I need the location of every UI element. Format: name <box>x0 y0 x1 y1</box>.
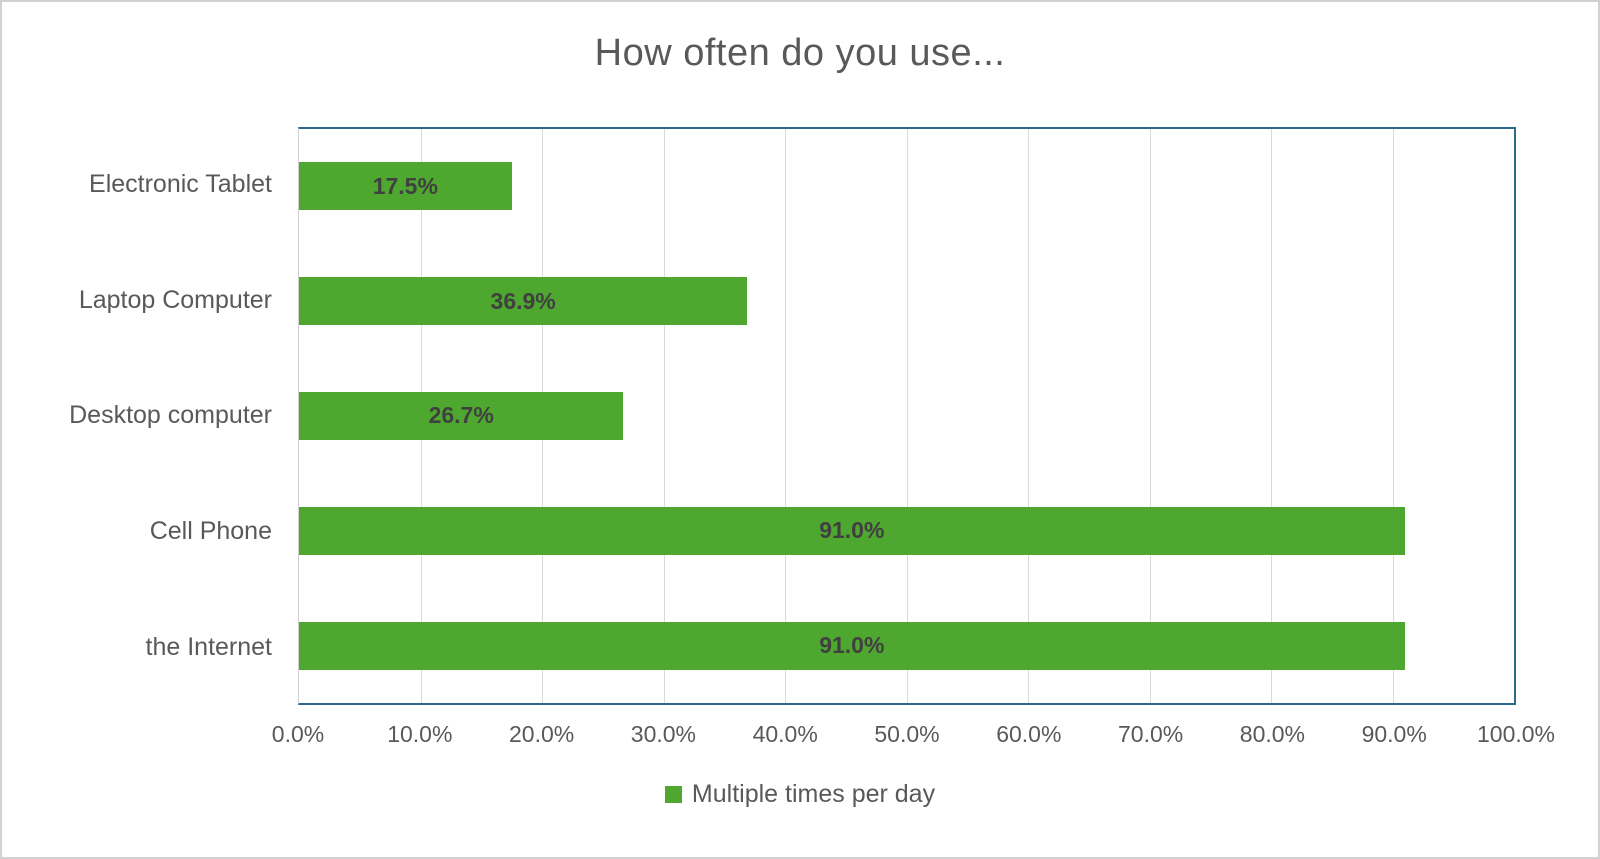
x-tick-label: 50.0% <box>874 721 940 747</box>
x-tick-label: 40.0% <box>752 721 818 747</box>
legend-label: Multiple times per day <box>691 780 936 808</box>
legend: Multiple times per day <box>2 780 1598 809</box>
bar-row: 91.0% <box>299 473 1514 588</box>
category-label: Desktop computer <box>69 401 272 430</box>
x-tick-label: 0.0% <box>271 721 325 747</box>
x-tick-label: 60.0% <box>996 721 1062 747</box>
gridline <box>663 129 665 703</box>
category-label: Cell Phone <box>149 517 272 546</box>
category-axis: Electronic Tablet Laptop Computer Desktop … <box>2 127 272 705</box>
x-tick-label: 20.0% <box>508 721 575 747</box>
bar-the-internet: 91.0% <box>299 621 1405 670</box>
bar-value-label: 26.7% <box>428 402 494 429</box>
gridline <box>1271 129 1272 703</box>
x-tick-label: 70.0% <box>1117 721 1184 747</box>
x-tick-label: 80.0% <box>1239 721 1305 747</box>
x-tick-label: 30.0% <box>630 721 696 747</box>
gridline <box>1028 129 1029 703</box>
bar-row: 91.0% <box>299 588 1514 703</box>
bar-electronic-tablet: 17.5% <box>299 162 512 211</box>
gridline <box>785 129 786 703</box>
x-tick-label: 10.0% <box>387 721 453 747</box>
bar-laptop-computer: 36.9% <box>299 277 748 326</box>
bar-value-label: 36.9% <box>490 287 556 314</box>
gridline <box>906 129 908 703</box>
bar-row: 26.7% <box>299 359 1514 474</box>
bar-cell-phone: 91.0% <box>299 506 1405 555</box>
bar-desktop-computer: 26.7% <box>299 391 624 440</box>
gridline <box>1149 129 1151 703</box>
bar-value-label: 17.5% <box>372 172 438 199</box>
plot-area: 17.5% 36.9% 26.7% 91.0% 91.0% <box>298 127 1516 705</box>
x-tick-label: 100.0% <box>1476 721 1556 747</box>
bar-row: 36.9% <box>299 244 1514 359</box>
category-label: the Internet <box>145 632 272 661</box>
value-axis: 0.0% 10.0% 20.0% 30.0% 40.0% 50.0% 60.0% 70.0% 8… <box>272 705 1555 755</box>
legend-swatch-icon <box>664 786 682 803</box>
chart-title: How often do you use... <box>594 32 1006 74</box>
category-label: Electronic Tablet <box>89 170 272 199</box>
gridline <box>1392 129 1394 703</box>
category-label: Laptop Computer <box>78 285 272 314</box>
bar-value-label: 91.0% <box>819 632 885 659</box>
x-tick-label: 90.0% <box>1361 721 1427 747</box>
bar-row: 17.5% <box>299 129 1514 244</box>
bar-value-label: 91.0% <box>819 517 885 544</box>
